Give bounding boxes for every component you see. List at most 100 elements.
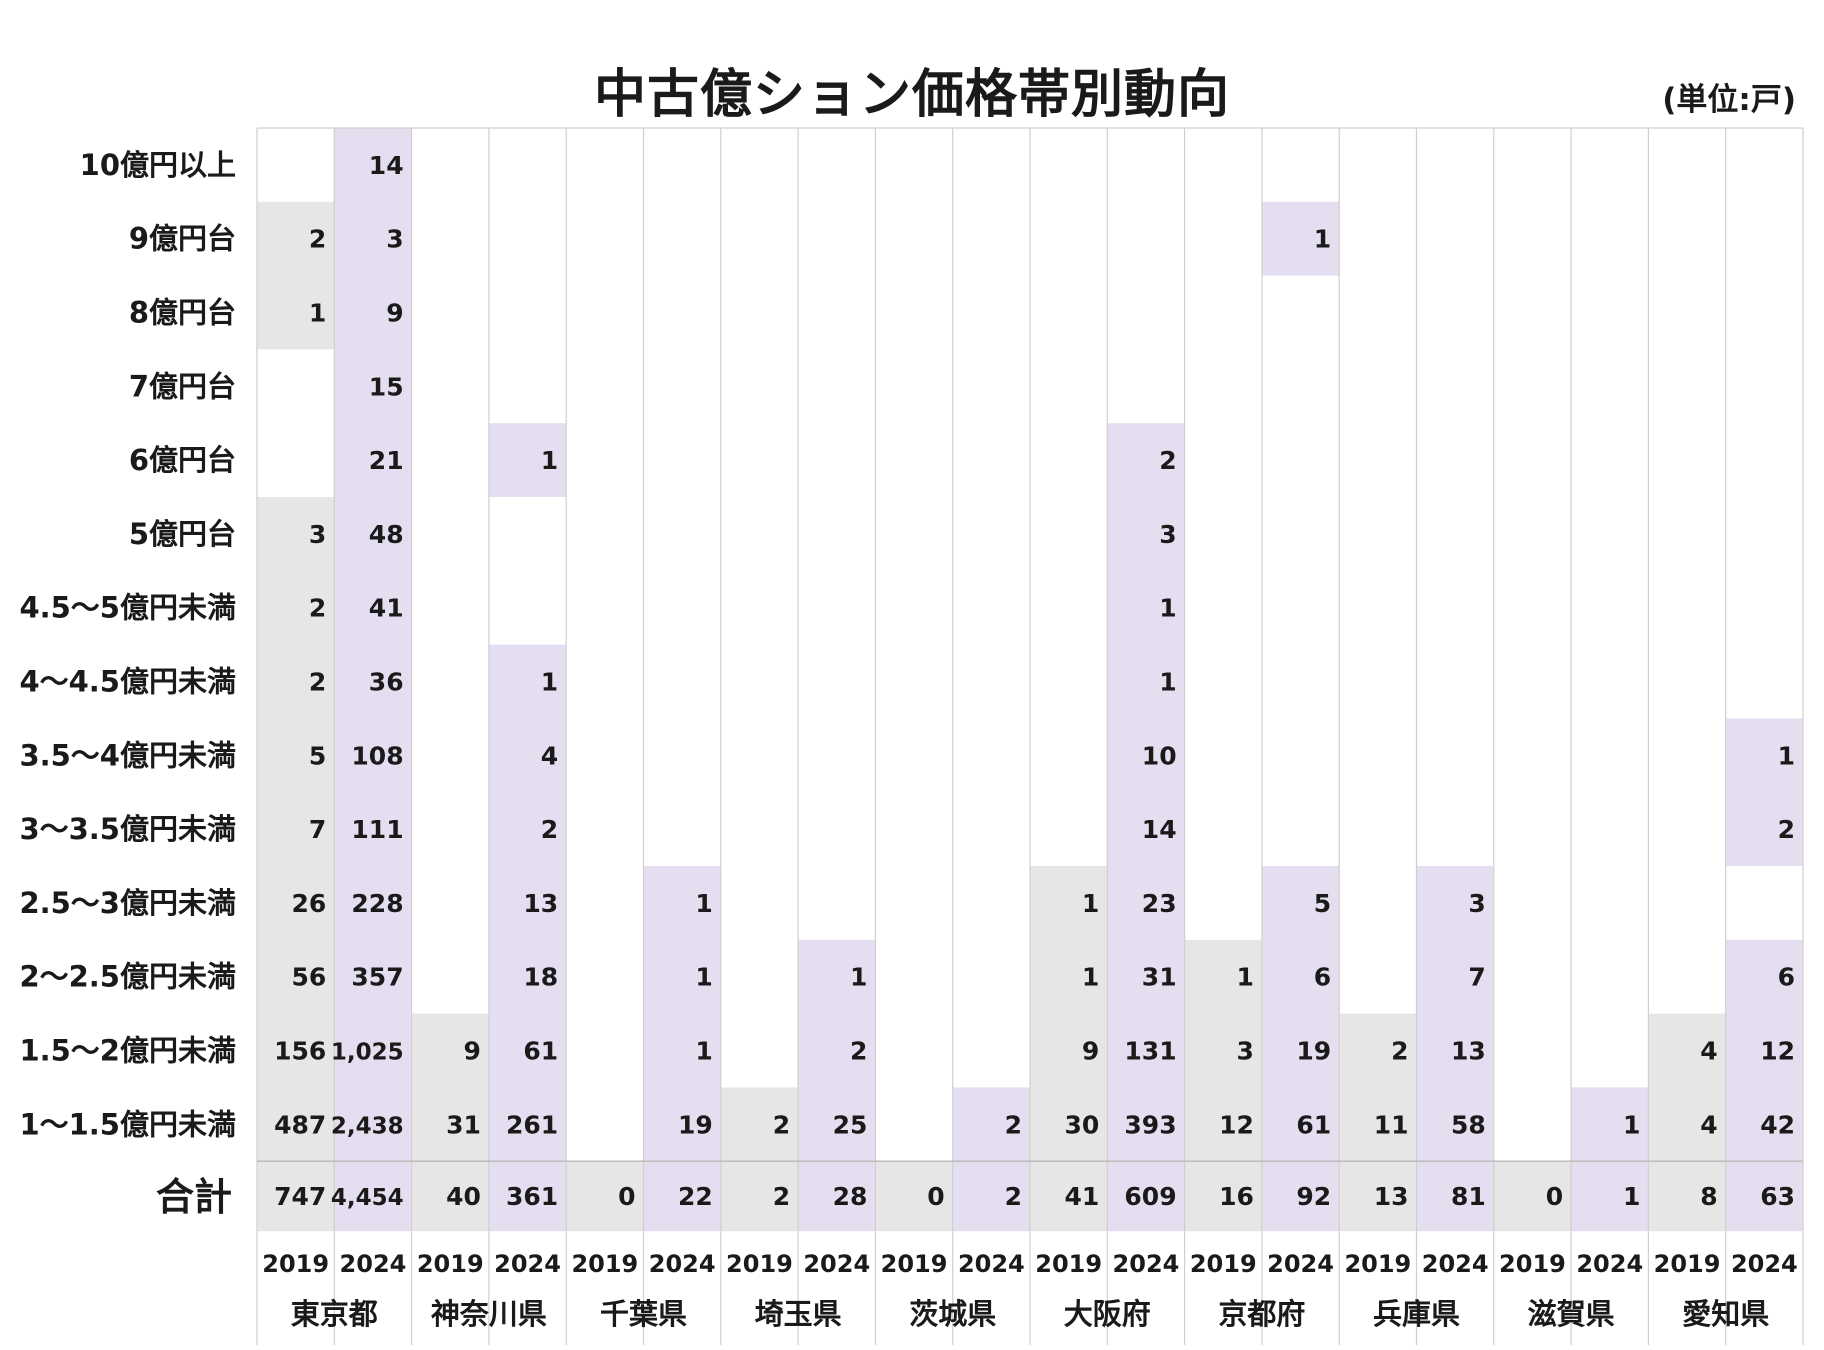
row-label: 3.5〜4億円未満 bbox=[19, 738, 236, 772]
chart-title: 中古億ション価格帯別動向 bbox=[593, 65, 1230, 125]
cell-value: 14 bbox=[1142, 815, 1177, 844]
total-cell bbox=[1030, 1161, 1108, 1232]
total-cell bbox=[720, 1161, 799, 1232]
total-cell bbox=[1261, 1161, 1340, 1232]
total-cell bbox=[952, 1161, 1030, 1232]
cell-block bbox=[1184, 939, 1262, 1162]
total-value: 361 bbox=[506, 1182, 558, 1211]
cell-block bbox=[1030, 866, 1108, 1162]
total-cell bbox=[257, 1161, 335, 1232]
cell-value: 13 bbox=[523, 889, 558, 918]
cell-value: 21 bbox=[369, 446, 404, 475]
cell-value: 5 bbox=[1314, 889, 1331, 918]
total-value: 40 bbox=[446, 1182, 481, 1211]
total-value: 63 bbox=[1760, 1182, 1795, 1211]
cell-block bbox=[257, 201, 335, 350]
cell-value: 1 bbox=[1159, 668, 1176, 697]
cell-block bbox=[1261, 201, 1340, 276]
total-value: 13 bbox=[1374, 1182, 1409, 1211]
row-label: 6億円台 bbox=[129, 443, 236, 477]
row-label: 1.5〜2億円未満 bbox=[19, 1034, 236, 1068]
prefecture-label: 千葉県 bbox=[600, 1297, 687, 1331]
total-cell bbox=[1339, 1161, 1417, 1232]
total-value: 4,454 bbox=[331, 1185, 404, 1211]
total-cell bbox=[643, 1161, 721, 1232]
cell-value: 1 bbox=[1623, 1110, 1640, 1139]
cell-value: 31 bbox=[1142, 963, 1177, 992]
cell-value: 1 bbox=[1082, 963, 1099, 992]
total-cell bbox=[875, 1161, 953, 1232]
cell-value: 9 bbox=[1082, 1037, 1099, 1066]
cell-value: 12 bbox=[1219, 1110, 1254, 1139]
year-label: 2024 bbox=[1576, 1250, 1643, 1278]
cell-block bbox=[1339, 1013, 1417, 1162]
cell-value: 6 bbox=[1314, 963, 1331, 992]
cell-value: 19 bbox=[678, 1110, 713, 1139]
prefecture-label: 茨城県 bbox=[909, 1297, 996, 1331]
cell-value: 2 bbox=[309, 225, 326, 254]
cell-value: 1 bbox=[541, 668, 558, 697]
cell-block bbox=[1261, 866, 1340, 1162]
cell-value: 3 bbox=[1236, 1037, 1253, 1066]
cell-value: 3 bbox=[386, 225, 403, 254]
row-label: 4〜4.5億円未満 bbox=[19, 665, 236, 699]
cell-value: 9 bbox=[386, 299, 403, 328]
cell-value: 18 bbox=[523, 963, 558, 992]
prefecture-label: 愛知県 bbox=[1682, 1297, 1769, 1331]
cell-block bbox=[411, 1013, 489, 1162]
row-label: 3〜3.5億円未満 bbox=[19, 812, 236, 846]
cell-value: 2 bbox=[1159, 446, 1176, 475]
cell-block bbox=[1648, 1013, 1726, 1162]
row-label: 2〜2.5億円未満 bbox=[19, 960, 236, 994]
cell-block bbox=[1725, 718, 1803, 866]
total-value: 2 bbox=[773, 1182, 790, 1211]
total-cell bbox=[1493, 1161, 1572, 1232]
prefecture-label: 東京都 bbox=[291, 1297, 378, 1331]
total-cell bbox=[411, 1161, 489, 1232]
cell-value: 3 bbox=[1468, 889, 1485, 918]
cell-value: 61 bbox=[1296, 1110, 1331, 1139]
cell-value: 9 bbox=[463, 1037, 480, 1066]
total-value: 28 bbox=[833, 1182, 868, 1211]
cell-value: 61 bbox=[523, 1037, 558, 1066]
row-label: 8億円台 bbox=[129, 296, 236, 330]
cell-value: 25 bbox=[833, 1110, 868, 1139]
year-label: 2024 bbox=[494, 1250, 561, 1278]
total-value: 16 bbox=[1219, 1182, 1254, 1211]
total-value: 0 bbox=[618, 1182, 635, 1211]
row-label: 1〜1.5億円未満 bbox=[19, 1107, 236, 1141]
year-label: 2019 bbox=[571, 1250, 638, 1278]
cell-value: 11 bbox=[1374, 1110, 1409, 1139]
row-label: 7億円台 bbox=[129, 369, 236, 403]
cell-value: 1 bbox=[1314, 225, 1331, 254]
cell-value: 4 bbox=[1700, 1110, 1717, 1139]
total-value: 1 bbox=[1623, 1182, 1640, 1211]
cell-value: 5 bbox=[309, 741, 326, 770]
year-label: 2019 bbox=[1190, 1250, 1257, 1278]
cell-value: 111 bbox=[351, 815, 403, 844]
total-row-label: 合計 bbox=[156, 1175, 232, 1219]
row-label: 2.5〜3億円未満 bbox=[19, 886, 236, 920]
total-cell bbox=[566, 1161, 644, 1232]
prefecture-label: 埼玉県 bbox=[755, 1297, 842, 1331]
row-label: 4.5〜5億円未満 bbox=[19, 591, 236, 625]
cell-value: 393 bbox=[1124, 1110, 1176, 1139]
cell-value: 36 bbox=[369, 668, 404, 697]
cell-value: 12 bbox=[1760, 1037, 1795, 1066]
total-cell bbox=[1184, 1161, 1262, 1232]
cell-value: 131 bbox=[1124, 1037, 1176, 1066]
prefecture-label: 兵庫県 bbox=[1373, 1297, 1460, 1331]
cell-value: 1 bbox=[1159, 594, 1176, 623]
year-label: 2019 bbox=[417, 1250, 484, 1278]
cell-value: 1,025 bbox=[331, 1040, 404, 1066]
cell-value: 487 bbox=[274, 1110, 326, 1139]
year-label: 2024 bbox=[649, 1250, 716, 1278]
total-cell bbox=[1725, 1161, 1803, 1232]
row-label: 10億円以上 bbox=[80, 148, 236, 182]
cell-value: 108 bbox=[351, 741, 403, 770]
year-label: 2019 bbox=[881, 1250, 948, 1278]
cell-value: 2 bbox=[1391, 1037, 1408, 1066]
cell-value: 4 bbox=[541, 741, 558, 770]
cell-value: 1 bbox=[695, 963, 712, 992]
